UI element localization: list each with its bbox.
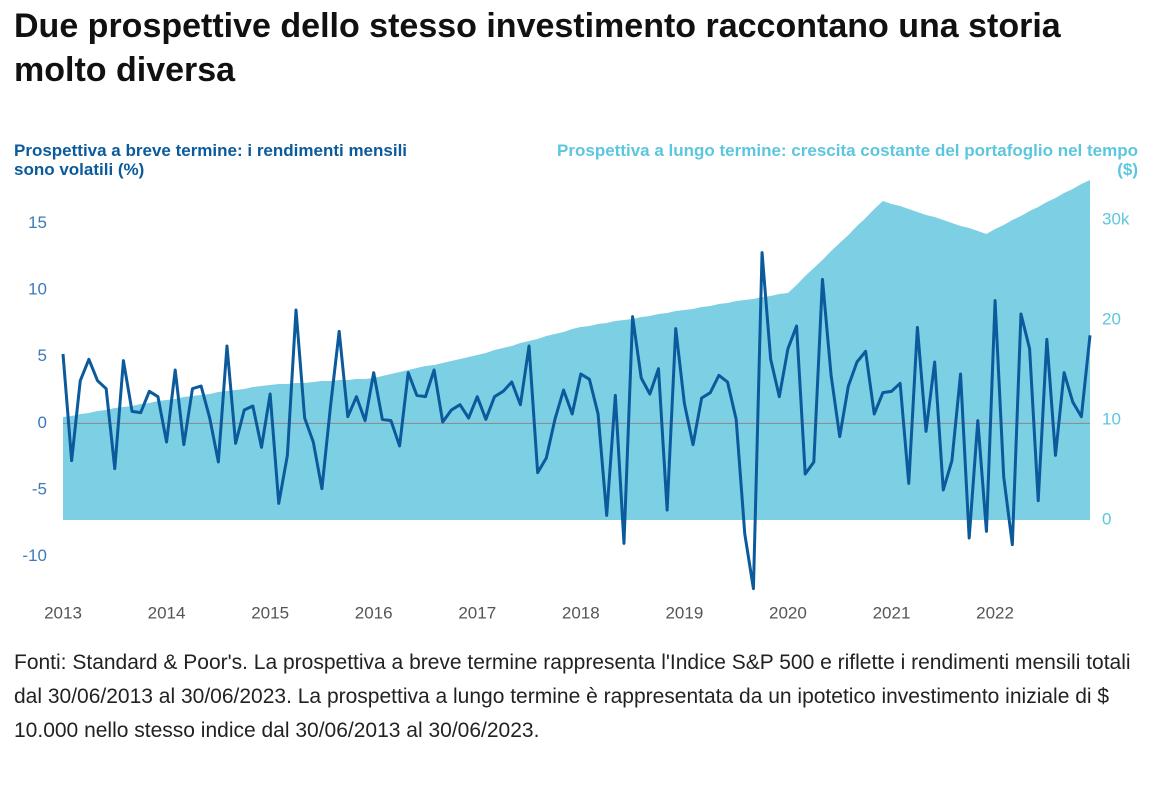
x-tick-label: 2013 <box>44 603 82 622</box>
x-tick-label: 2017 <box>458 603 496 622</box>
y2-tick-label: 20 <box>1102 309 1121 328</box>
source-note: Fonti: Standard & Poor's. La prospettiva… <box>14 651 1131 742</box>
x-tick-label: 2016 <box>355 603 393 622</box>
y2-tick-label: 0 <box>1102 509 1111 528</box>
y-tick-label: 5 <box>38 346 47 365</box>
x-tick-label: 2022 <box>976 603 1014 622</box>
y-axis-label: Prospettiva a breve termine: i rendiment… <box>14 141 408 179</box>
x-tick-label: 2020 <box>769 603 807 622</box>
line <box>61 251 1092 591</box>
chart: 15 10 5 0 -5 -10 0 10 20 30k 2013 2014 2015 2016 2017 2… <box>22 180 1130 622</box>
y-tick-label: 0 <box>38 413 47 432</box>
x-tick-label: 2014 <box>148 603 186 622</box>
x-tick-label: 2015 <box>251 603 289 622</box>
y-tick-label: 10 <box>28 279 47 298</box>
y2-axis-label: Prospettiva a lungo termine: crescita co… <box>557 141 1138 179</box>
y2-tick-label: 10 <box>1102 409 1121 428</box>
y-tick-label: -5 <box>32 479 47 498</box>
y-tick-label: 15 <box>28 213 47 232</box>
chart-title: Due prospettive dello stesso investiment… <box>14 7 1061 89</box>
x-tick-label: 2019 <box>665 603 703 622</box>
x-tick-label: 2021 <box>873 603 911 622</box>
x-tick-label: 2018 <box>562 603 600 622</box>
area <box>63 180 1090 520</box>
y-tick-label: -10 <box>22 546 47 565</box>
y2-tick-label: 30k <box>1102 209 1130 228</box>
